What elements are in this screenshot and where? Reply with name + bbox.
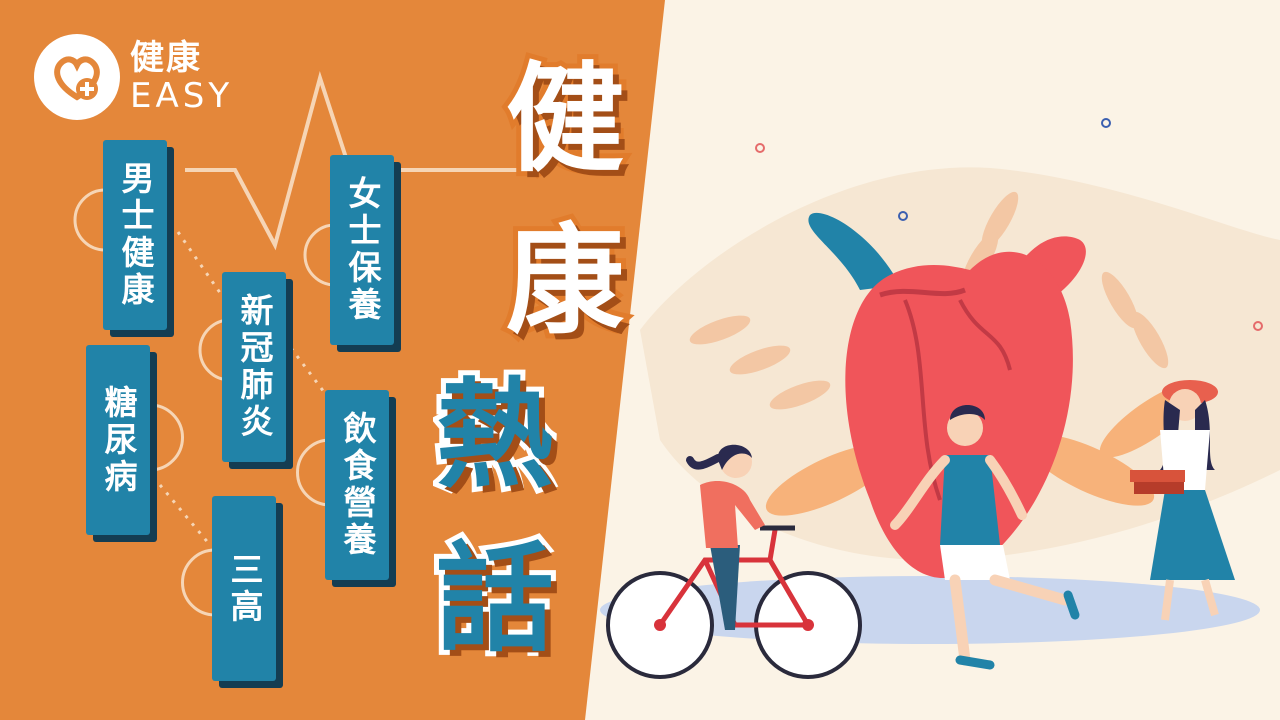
woman-holding-books-illustration xyxy=(1130,380,1235,621)
brand-name-top: 健康 xyxy=(130,38,202,78)
headline-char-2: 康 xyxy=(501,212,629,350)
brand-name-bottom: EASY xyxy=(130,76,234,116)
leaf-decoration-icon xyxy=(689,191,1169,410)
topic-mens-health[interactable]: 男士健康 xyxy=(103,140,167,330)
cyclist-illustration xyxy=(606,444,862,679)
runner-illustration xyxy=(890,405,1080,670)
headline-char-4: 話 xyxy=(431,530,559,668)
headline-char-3: 熱 xyxy=(431,366,559,504)
topic-covid[interactable]: 新冠肺炎 xyxy=(222,272,286,462)
topic-three-highs[interactable]: 三高 xyxy=(212,496,276,681)
topic-womens-care[interactable]: 女士保養 xyxy=(330,155,394,345)
headline-char-1: 健 xyxy=(501,50,629,188)
topic-diabetes[interactable]: 糖尿病 xyxy=(86,345,150,535)
topic-diet-nutrition[interactable]: 飲食營養 xyxy=(325,390,389,580)
health-logo-icon xyxy=(34,34,120,120)
brand-logo: 健康 EASY xyxy=(34,34,233,120)
